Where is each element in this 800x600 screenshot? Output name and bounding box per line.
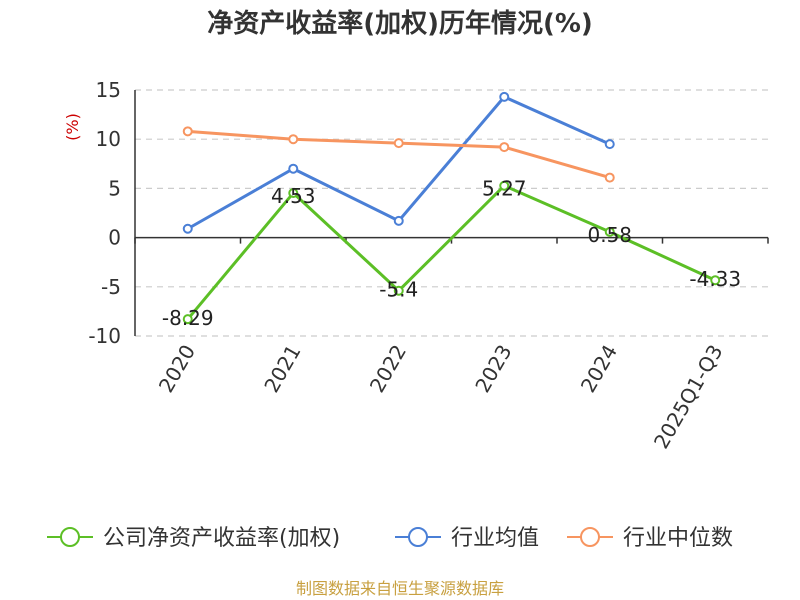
data-point (499, 180, 510, 191)
y-tick-label: 10 (96, 127, 121, 151)
source-note: 制图数据来自恒生聚源数据库 (296, 579, 504, 598)
x-tick-label: 2023 (470, 341, 516, 397)
data-point (499, 91, 510, 102)
data-point (393, 138, 404, 149)
data-point (604, 226, 615, 237)
x-tick-label: 2024 (576, 341, 622, 397)
data-point (182, 223, 193, 234)
data-point (499, 142, 510, 153)
y-axis-label: (%) (63, 113, 82, 141)
y-tick-label: 0 (108, 226, 121, 250)
legend: 公司净资产收益率(加权) 行业均值 行业中位数 (47, 526, 733, 551)
data-point (393, 215, 404, 226)
y-tick-label: -10 (88, 324, 121, 348)
data-point (288, 188, 299, 199)
legend-label: 行业中位数 (623, 526, 733, 551)
data-point (288, 134, 299, 145)
data-label: -8.29 (162, 306, 214, 330)
data-label: -4.33 (689, 267, 741, 291)
legend-label: 公司净资产收益率(加权) (103, 526, 340, 551)
legend-marker (580, 527, 600, 547)
series-lines (182, 91, 721, 325)
x-tick-label: 2022 (365, 341, 411, 397)
legend-marker (60, 527, 80, 547)
y-tick-label: -5 (101, 275, 121, 299)
data-point (182, 314, 193, 325)
data-point (288, 163, 299, 174)
chart-title: 净资产收益率(加权)历年情况(%) (207, 8, 593, 39)
data-label: -5.4 (379, 278, 418, 302)
data-point (182, 126, 193, 137)
x-tick-label: 2025Q1-Q3 (649, 341, 728, 453)
y-tick-label: 5 (108, 176, 121, 200)
x-tick-label: 2021 (259, 341, 305, 397)
legend-marker (408, 527, 428, 547)
data-label: 5.27 (482, 177, 527, 201)
data-point (710, 275, 721, 286)
data-labels: -8.29 4.53 -5.4 5.27 0.58 -4.33 (162, 177, 741, 330)
series-line (186, 184, 716, 321)
series-line (187, 95, 611, 231)
x-tick-label: 2020 (154, 341, 200, 397)
y-tick-label: 15 (96, 78, 121, 102)
data-point (604, 139, 615, 150)
data-point (393, 285, 404, 296)
legend-label: 行业均值 (451, 526, 539, 551)
data-label: 0.58 (587, 223, 632, 247)
grid-lines (135, 89, 768, 337)
data-point (604, 172, 615, 183)
data-label: 4.53 (271, 184, 316, 208)
